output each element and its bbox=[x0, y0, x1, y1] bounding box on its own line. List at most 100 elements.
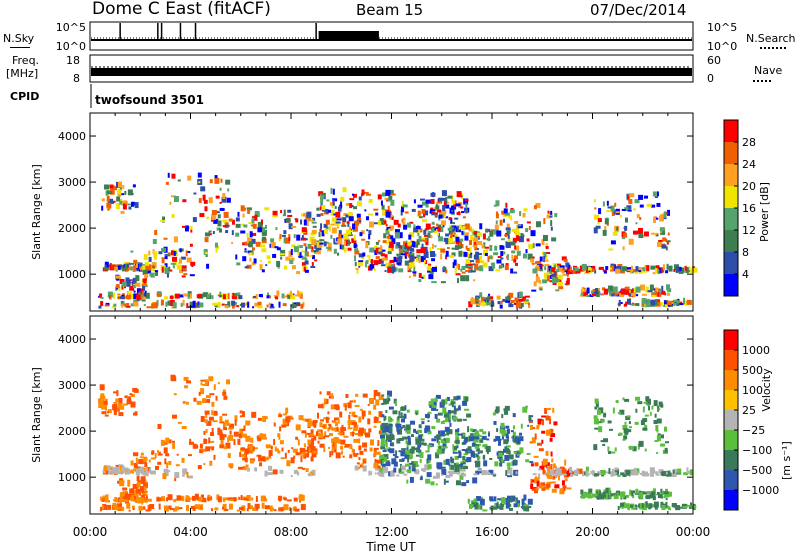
velocity-cell bbox=[478, 443, 481, 446]
power-cell bbox=[470, 298, 476, 303]
x-tick-label: 20:00 bbox=[575, 525, 610, 539]
power-cell bbox=[495, 200, 500, 207]
velocity-cell bbox=[545, 474, 551, 477]
velocity-cell bbox=[137, 484, 140, 488]
power-cell bbox=[548, 265, 552, 271]
x-tick-label: 16:00 bbox=[475, 525, 510, 539]
velocity-cell bbox=[342, 428, 347, 431]
power-cell bbox=[652, 288, 656, 291]
power-cell bbox=[99, 293, 103, 298]
power-cell bbox=[659, 292, 662, 297]
velocity-cell bbox=[233, 497, 237, 502]
power-cell bbox=[180, 302, 183, 307]
power-cell bbox=[326, 209, 332, 213]
power-cell bbox=[500, 300, 503, 304]
velocity-cell bbox=[283, 497, 287, 501]
power-cell bbox=[463, 251, 468, 257]
power-cell bbox=[422, 238, 428, 242]
velocity-cell bbox=[617, 474, 621, 477]
velocity-cell bbox=[340, 439, 346, 445]
velocity-cell bbox=[648, 507, 652, 510]
power-cell bbox=[610, 205, 615, 212]
power-cell bbox=[421, 237, 426, 240]
velocity-cell bbox=[443, 420, 448, 423]
power-cell bbox=[400, 209, 403, 216]
velocity-cell bbox=[244, 457, 248, 463]
power-cell bbox=[664, 303, 668, 308]
power-cell bbox=[320, 193, 325, 199]
velocity-cell bbox=[166, 462, 169, 469]
velocity-cell bbox=[500, 497, 505, 504]
velocity-cell bbox=[660, 488, 663, 494]
velocity-cell bbox=[425, 425, 431, 432]
power-cell bbox=[140, 294, 146, 300]
x-axis-label: Time UT bbox=[365, 540, 416, 554]
velocity-cell bbox=[550, 464, 553, 470]
velocity-cell bbox=[292, 448, 298, 453]
power-cell bbox=[259, 294, 263, 298]
power-cell bbox=[326, 199, 330, 202]
velocity-cell bbox=[557, 474, 560, 481]
velocity-cell bbox=[610, 451, 616, 454]
power-cell bbox=[565, 262, 570, 268]
velocity-cell bbox=[546, 481, 552, 484]
velocity-cell bbox=[510, 430, 514, 433]
velocity-cell bbox=[249, 459, 254, 464]
velocity-cell bbox=[273, 422, 276, 427]
velocity-cell bbox=[436, 418, 441, 423]
power-cell bbox=[499, 219, 503, 226]
velocity-cell bbox=[375, 451, 381, 455]
power-cell bbox=[513, 271, 518, 274]
velocity-cell bbox=[403, 413, 407, 419]
power-cell bbox=[640, 284, 646, 291]
power-cell bbox=[108, 198, 114, 203]
velocity-cell bbox=[349, 445, 353, 450]
power-cell bbox=[624, 207, 629, 212]
power-cell bbox=[308, 218, 311, 221]
velocity-cell bbox=[301, 430, 307, 434]
velocity-cell bbox=[427, 446, 430, 453]
velocity-cell bbox=[199, 443, 203, 449]
velocity-colorbar-tick-label: −25 bbox=[742, 424, 765, 437]
power-cell bbox=[438, 214, 443, 219]
power-cell bbox=[337, 206, 341, 212]
power-cell bbox=[426, 265, 431, 271]
velocity-cell bbox=[139, 492, 142, 496]
power-cell bbox=[347, 234, 353, 237]
velocity-cell bbox=[266, 456, 272, 459]
velocity-cell bbox=[512, 438, 515, 443]
power-cell bbox=[287, 214, 293, 217]
velocity-cell bbox=[240, 495, 243, 501]
power-cell bbox=[326, 246, 332, 249]
power-cell bbox=[189, 301, 194, 307]
velocity-cell bbox=[418, 424, 422, 429]
velocity-cell bbox=[676, 472, 682, 475]
power-cell bbox=[160, 219, 166, 222]
power-cell bbox=[244, 250, 248, 253]
velocity-cell bbox=[541, 439, 544, 444]
power-cell bbox=[121, 267, 125, 272]
velocity-cell bbox=[660, 472, 665, 476]
velocity-cell bbox=[590, 470, 596, 474]
velocity-cell bbox=[374, 462, 379, 465]
velocity-cell bbox=[649, 467, 655, 474]
velocity-cell bbox=[130, 460, 134, 466]
power-cell bbox=[402, 221, 406, 225]
power-cell bbox=[447, 195, 453, 199]
power-cell bbox=[626, 298, 631, 305]
velocity-cell bbox=[525, 459, 530, 463]
velocity-cell bbox=[441, 469, 447, 476]
velocity-cell bbox=[402, 424, 406, 428]
noise-traces bbox=[91, 23, 692, 41]
velocity-cell bbox=[333, 437, 339, 443]
velocity-cell bbox=[501, 435, 504, 440]
power-cell bbox=[220, 178, 223, 183]
power-cell bbox=[170, 250, 174, 256]
power-cell bbox=[468, 301, 473, 308]
velocity-cell bbox=[683, 472, 689, 476]
velocity-cell bbox=[443, 459, 448, 465]
velocity-cell bbox=[448, 416, 451, 423]
power-cell bbox=[528, 305, 531, 309]
power-cell bbox=[126, 302, 130, 306]
power-cell bbox=[481, 301, 486, 307]
